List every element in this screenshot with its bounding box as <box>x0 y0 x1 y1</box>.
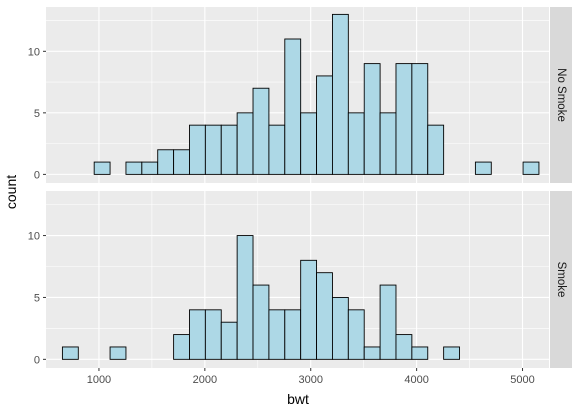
histogram-bar <box>316 75 333 175</box>
histogram-bar <box>395 63 413 175</box>
histogram-bar <box>61 346 79 360</box>
histogram-bar <box>125 161 143 175</box>
histogram-bar <box>252 284 270 360</box>
facet-panel-0: 0 5 10 No Smoke <box>28 7 572 183</box>
histogram-bar <box>173 334 190 360</box>
histogram-bar <box>363 346 381 360</box>
x-tick-label: 2000 <box>193 374 217 386</box>
histogram-bar <box>236 235 254 360</box>
histogram-bar <box>443 346 460 360</box>
histogram-bar <box>411 63 429 175</box>
histogram-bar <box>189 309 206 360</box>
histogram-bar <box>363 63 381 175</box>
histogram-bar <box>284 309 302 360</box>
y-tick-label: 0 <box>34 169 40 181</box>
y-tick-label: 10 <box>28 231 40 243</box>
histogram-bar <box>157 149 175 175</box>
y-tick-label: 5 <box>34 292 40 304</box>
histogram-bar <box>204 124 222 175</box>
x-tick-label: 1000 <box>87 374 111 386</box>
histogram-bar <box>268 309 286 360</box>
y-tick-label: 5 <box>34 108 40 120</box>
x-tick-label: 3000 <box>298 374 322 386</box>
histogram-bar <box>220 124 238 175</box>
histogram-bar <box>284 38 302 175</box>
histogram-bar <box>189 124 206 175</box>
facet-strip-label: Smoke <box>555 262 567 298</box>
histogram-bar <box>379 284 397 360</box>
x-tick-label: 5000 <box>510 374 534 386</box>
histogram-bar <box>427 124 445 175</box>
facet-strip-label: No Smoke <box>555 68 567 122</box>
histogram-bar <box>316 272 333 360</box>
y-tick-label: 0 <box>34 354 40 366</box>
histogram-bar <box>300 112 318 175</box>
facet-panel-1: 0 5 10 Smoke <box>28 191 572 368</box>
y-axis-title: count <box>3 175 19 209</box>
histogram-bar <box>204 309 222 360</box>
histogram-bar <box>220 321 238 360</box>
x-tick-label: 4000 <box>404 374 428 386</box>
facet-strip <box>550 7 572 183</box>
histogram-bar <box>300 259 318 360</box>
x-axis-title: bwt <box>287 391 309 407</box>
histogram-bar <box>347 309 365 360</box>
histogram-bar <box>379 112 397 175</box>
histogram-bar <box>347 112 365 175</box>
facet-panels: 0 5 10 No Smoke 0 5 10 Smoke 1000 2000 3000 4000 500… <box>28 7 572 386</box>
histogram-bar <box>331 13 349 175</box>
histogram-bar <box>395 334 413 360</box>
histogram-bar <box>474 161 492 175</box>
histogram-bar <box>268 124 286 175</box>
histogram-bar <box>331 296 349 360</box>
histogram-bar <box>93 161 111 175</box>
facet-strip <box>550 191 572 368</box>
histogram-bar <box>252 87 270 175</box>
histogram-bar <box>109 346 127 360</box>
histogram-bar <box>141 161 159 175</box>
histogram-bar <box>522 161 540 175</box>
histogram-bar <box>173 149 190 175</box>
y-tick-label: 10 <box>28 46 40 58</box>
histogram-bar <box>411 346 429 360</box>
histogram-bar <box>236 112 254 175</box>
